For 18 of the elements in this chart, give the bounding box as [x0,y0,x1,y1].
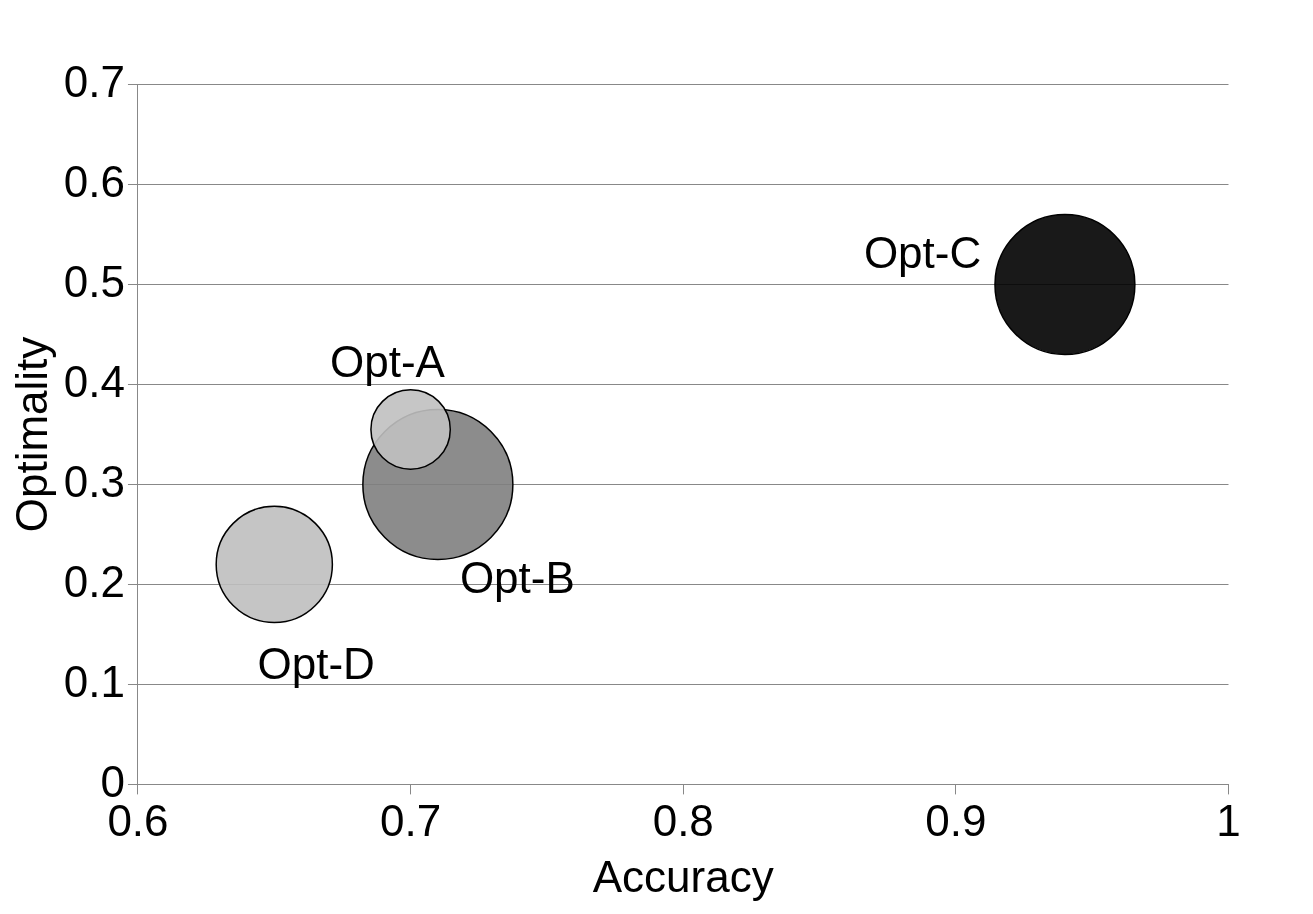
y-tick-label: 0 [100,756,125,806]
x-tick-label: 0.8 [652,795,714,845]
x-tick-label: 1 [1216,795,1241,845]
series-label: Opt-D [257,638,375,688]
x-tick-label: 0.9 [925,795,987,845]
y-tick-label: 0.4 [63,356,125,406]
y-tick-label: 0.3 [63,456,125,506]
y-tick-label: 0.1 [63,656,125,706]
y-tick-label: 0.7 [63,56,125,106]
series-label: Opt-C [863,227,982,277]
x-axis-title: Accuracy [592,851,774,901]
series-label: Opt-A [329,337,446,386]
y-tick-label: 0.6 [63,156,125,206]
series-label: Opt-B [459,553,575,603]
y-axis-title: Optimality [6,336,56,533]
x-tick-label: 0.7 [380,795,442,845]
y-tick-label: 0.2 [63,556,125,606]
y-tick-label: 0.5 [63,256,125,306]
